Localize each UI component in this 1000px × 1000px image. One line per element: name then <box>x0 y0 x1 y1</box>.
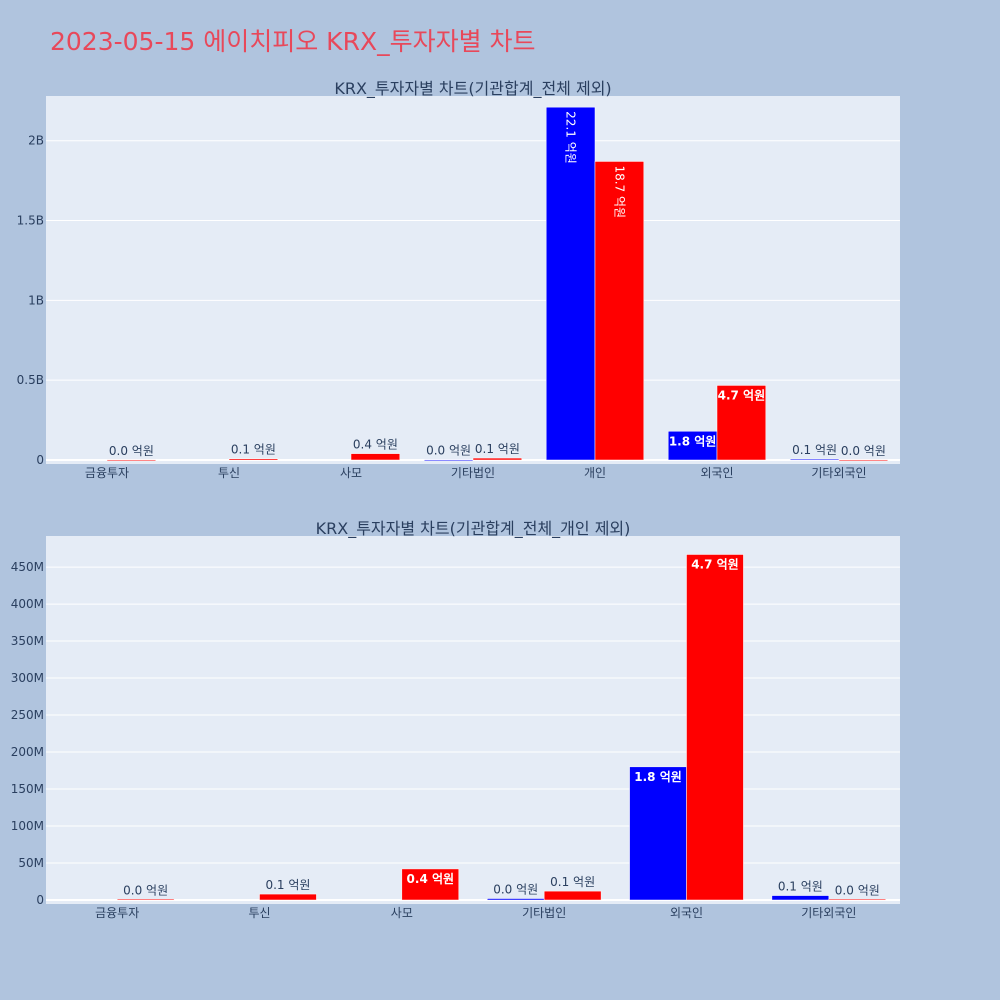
bar <box>667 431 718 461</box>
chart-title: KRX_투자자별 차트(기관합계_전체_개인 제외) <box>316 519 631 539</box>
bar <box>716 385 767 461</box>
page-title: 2023-05-15 에이치피오 KRX_투자자별 차트 <box>50 27 536 56</box>
bar <box>828 899 887 901</box>
bar <box>789 458 840 461</box>
x-tick-label: 금융투자 <box>85 466 129 480</box>
y-tick-label: 150M <box>11 782 44 796</box>
bar-label: 0.0 억원 <box>841 444 886 458</box>
chart-bottom: KRX_투자자별 차트(기관합계_전체_개인 제외) 0 50M 100M 150M 20… <box>11 519 900 920</box>
bar-label: 0.0 억원 <box>835 883 880 897</box>
x-tick-label: 사모 <box>391 906 413 920</box>
plot-background <box>46 536 900 904</box>
y-tick-label: 0 <box>36 453 44 467</box>
y-tick-label: 2B <box>28 134 44 148</box>
bar-label: 1.8 억원 <box>634 770 682 784</box>
y-tick-label: 200M <box>11 745 44 759</box>
bar <box>472 457 523 461</box>
bar-label: 0.1 억원 <box>231 443 276 457</box>
y-tick-label: 50M <box>18 856 44 870</box>
bar-label: 0.1 억원 <box>475 442 520 456</box>
bar <box>686 554 744 901</box>
x-tick-label: 기타법인 <box>451 466 495 480</box>
y-tick-label: 1B <box>28 293 44 307</box>
bar <box>259 893 317 901</box>
bar <box>106 459 157 462</box>
bar <box>545 106 596 461</box>
bar-label: 0.0 억원 <box>109 444 154 458</box>
bar-label: 4.7 억원 <box>691 557 739 571</box>
bar-label: 0.1 억원 <box>265 878 310 892</box>
x-tick-label: 사모 <box>340 466 362 480</box>
x-tick-label: 투신 <box>218 466 240 480</box>
bar <box>838 459 889 462</box>
x-tick-label: 개인 <box>584 466 606 480</box>
y-tick-label: 1.5B <box>17 214 44 228</box>
bar <box>116 899 175 901</box>
bar-label: 0.1 억원 <box>550 875 595 889</box>
bar-label: 4.7 억원 <box>718 388 766 402</box>
bar <box>401 868 460 901</box>
bar-label: 0.0 억원 <box>493 883 538 897</box>
bar-label: 0.4 억원 <box>407 872 455 886</box>
y-tick-label: 300M <box>11 671 44 685</box>
bar-label: 0.0 억원 <box>123 883 168 897</box>
bar <box>629 766 687 901</box>
bar-label: 18.7 억원 <box>612 165 626 218</box>
bar-label: 0.0 억원 <box>426 444 471 458</box>
plot-background <box>46 96 900 464</box>
y-tick-label: 400M <box>11 597 44 611</box>
bar <box>771 895 830 901</box>
bar-label: 22.1 억원 <box>564 111 578 164</box>
bar <box>486 898 545 901</box>
x-tick-label: 외국인 <box>670 906 703 920</box>
bar-label: 0.4 억원 <box>353 438 398 452</box>
bar <box>350 453 401 461</box>
bar-label: 1.8 억원 <box>669 434 717 448</box>
y-tick-label: 0.5B <box>17 373 44 387</box>
bar <box>423 459 474 461</box>
chart-top: KRX_투자자별 차트(기관합계_전체 제외) 0 0.5B 1B 1.5B 2B 금융투자… <box>17 79 900 480</box>
bar <box>228 458 279 461</box>
x-tick-label: 투신 <box>248 906 270 920</box>
y-tick-label: 350M <box>11 634 44 648</box>
y-tick-label: 250M <box>11 708 44 722</box>
bar-label: 0.1 억원 <box>778 880 823 894</box>
chart-title: KRX_투자자별 차트(기관합계_전체 제외) <box>334 79 611 99</box>
x-tick-label: 외국인 <box>700 466 733 480</box>
bar-label: 0.1 억원 <box>792 443 837 457</box>
x-tick-label: 금융투자 <box>95 906 139 920</box>
x-tick-label: 기타법인 <box>522 906 566 920</box>
y-tick-label: 450M <box>11 560 44 574</box>
bar <box>543 890 602 901</box>
bar <box>594 161 645 461</box>
y-tick-label: 0 <box>36 893 44 907</box>
x-tick-label: 기타외국인 <box>811 466 866 480</box>
x-tick-label: 기타외국인 <box>801 906 856 920</box>
y-tick-label: 100M <box>11 819 44 833</box>
